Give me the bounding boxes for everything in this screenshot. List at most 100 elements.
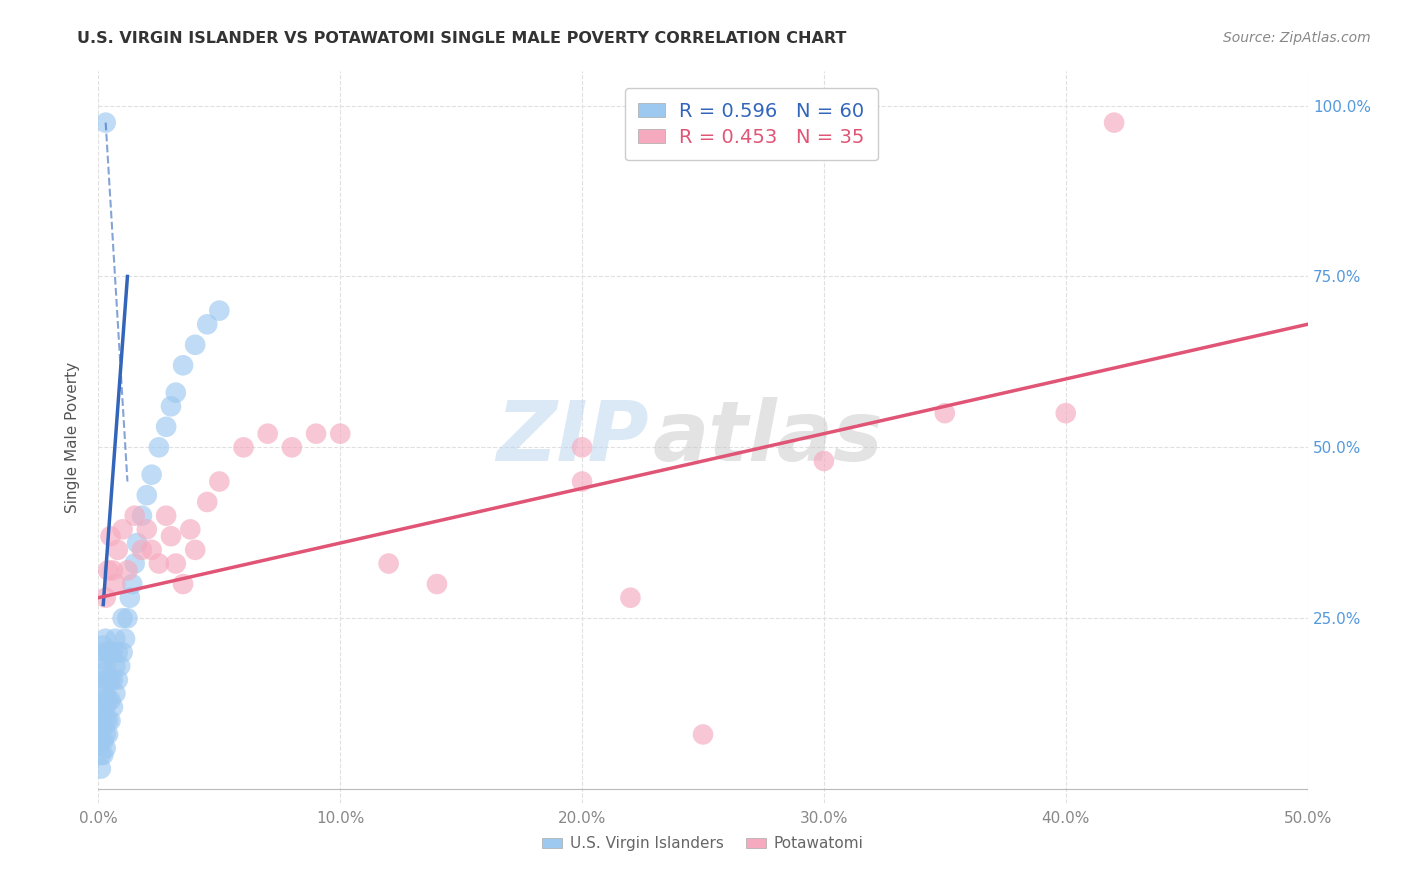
Point bbox=[160, 529, 183, 543]
Point bbox=[90, 762, 112, 776]
Point bbox=[108, 659, 131, 673]
Point bbox=[118, 591, 141, 605]
Point bbox=[90, 734, 112, 748]
Point bbox=[97, 645, 120, 659]
Point bbox=[91, 706, 114, 721]
Point bbox=[165, 557, 187, 571]
Point bbox=[104, 577, 127, 591]
Point bbox=[172, 577, 194, 591]
Point bbox=[208, 303, 231, 318]
Point bbox=[1054, 406, 1077, 420]
Point bbox=[813, 454, 835, 468]
Point bbox=[107, 673, 129, 687]
Point bbox=[692, 727, 714, 741]
Point bbox=[97, 727, 120, 741]
Point bbox=[104, 659, 127, 673]
Point bbox=[91, 693, 114, 707]
Point bbox=[97, 714, 120, 728]
Point bbox=[94, 645, 117, 659]
Point bbox=[281, 440, 304, 454]
Point bbox=[91, 734, 114, 748]
Point bbox=[94, 673, 117, 687]
Point bbox=[94, 727, 117, 741]
Point bbox=[91, 652, 114, 666]
Point bbox=[131, 508, 153, 523]
Point bbox=[117, 563, 139, 577]
Point bbox=[195, 495, 218, 509]
Point bbox=[172, 359, 194, 373]
Text: Source: ZipAtlas.com: Source: ZipAtlas.com bbox=[1223, 31, 1371, 45]
Point bbox=[148, 440, 170, 454]
Point bbox=[94, 686, 117, 700]
Point bbox=[127, 536, 149, 550]
Point bbox=[94, 632, 117, 646]
Point bbox=[184, 338, 207, 352]
Point bbox=[94, 591, 117, 605]
Point bbox=[101, 700, 124, 714]
Point bbox=[97, 693, 120, 707]
Point bbox=[100, 645, 122, 659]
Point bbox=[124, 508, 146, 523]
Point bbox=[117, 611, 139, 625]
Point bbox=[104, 632, 127, 646]
Point bbox=[179, 522, 201, 536]
Point bbox=[90, 700, 112, 714]
Point bbox=[91, 665, 114, 680]
Point bbox=[100, 714, 122, 728]
Point bbox=[329, 426, 352, 441]
Point bbox=[208, 475, 231, 489]
Point bbox=[90, 721, 112, 735]
Point bbox=[571, 475, 593, 489]
Point bbox=[256, 426, 278, 441]
Point bbox=[305, 426, 328, 441]
Legend: U.S. Virgin Islanders, Potawatomi: U.S. Virgin Islanders, Potawatomi bbox=[536, 830, 870, 857]
Point bbox=[94, 115, 117, 129]
Point bbox=[934, 406, 956, 420]
Point bbox=[426, 577, 449, 591]
Point bbox=[165, 385, 187, 400]
Point bbox=[111, 611, 134, 625]
Point bbox=[141, 467, 163, 482]
Point bbox=[135, 522, 157, 536]
Point bbox=[90, 747, 112, 762]
Point bbox=[94, 659, 117, 673]
Point bbox=[94, 700, 117, 714]
Point bbox=[141, 542, 163, 557]
Point bbox=[131, 542, 153, 557]
Point bbox=[160, 400, 183, 414]
Point bbox=[107, 542, 129, 557]
Point bbox=[91, 747, 114, 762]
Point bbox=[124, 557, 146, 571]
Point bbox=[100, 673, 122, 687]
Point bbox=[377, 557, 399, 571]
Point bbox=[107, 645, 129, 659]
Point bbox=[101, 645, 124, 659]
Point bbox=[94, 714, 117, 728]
Point bbox=[101, 673, 124, 687]
Point bbox=[94, 741, 117, 756]
Text: ZIP: ZIP bbox=[496, 397, 648, 477]
Text: U.S. VIRGIN ISLANDER VS POTAWATOMI SINGLE MALE POVERTY CORRELATION CHART: U.S. VIRGIN ISLANDER VS POTAWATOMI SINGL… bbox=[77, 31, 846, 46]
Point bbox=[571, 440, 593, 454]
Point bbox=[121, 577, 143, 591]
Point bbox=[97, 673, 120, 687]
Point bbox=[619, 591, 641, 605]
Point bbox=[91, 721, 114, 735]
Point bbox=[91, 639, 114, 653]
Point bbox=[135, 488, 157, 502]
Point bbox=[101, 563, 124, 577]
Point bbox=[184, 542, 207, 557]
Text: atlas: atlas bbox=[652, 397, 883, 477]
Point bbox=[155, 508, 177, 523]
Point bbox=[1102, 115, 1125, 129]
Point bbox=[114, 632, 136, 646]
Y-axis label: Single Male Poverty: Single Male Poverty bbox=[65, 361, 80, 513]
Point bbox=[111, 522, 134, 536]
Point bbox=[155, 420, 177, 434]
Point bbox=[100, 529, 122, 543]
Point bbox=[195, 318, 218, 332]
Point bbox=[111, 645, 134, 659]
Point bbox=[232, 440, 254, 454]
Point bbox=[100, 693, 122, 707]
Point bbox=[104, 686, 127, 700]
